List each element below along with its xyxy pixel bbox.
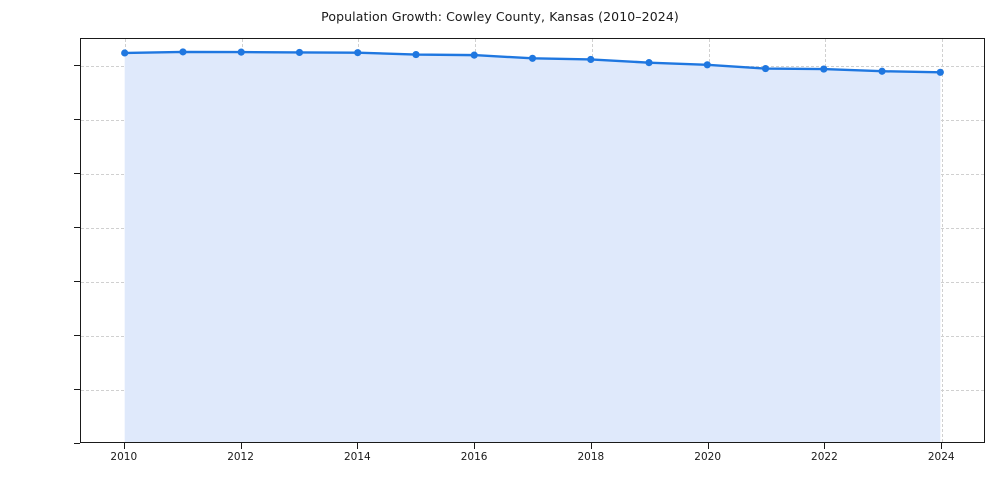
data-point-marker — [587, 55, 595, 64]
x-tick-label: 2020 — [694, 451, 722, 463]
x-tick-mark — [357, 443, 359, 449]
y-tick-mark — [74, 173, 80, 174]
data-point-marker — [936, 68, 944, 76]
x-tick-label: 2022 — [811, 451, 838, 463]
data-point-marker — [703, 61, 711, 69]
x-tick-mark — [590, 443, 592, 449]
x-tick-mark — [240, 443, 242, 449]
data-point-markers — [121, 48, 944, 76]
data-point-marker — [412, 51, 420, 59]
plot-area — [80, 38, 985, 443]
data-point-marker — [295, 48, 304, 57]
data-point-marker — [470, 51, 478, 59]
data-point-marker — [761, 64, 770, 73]
y-tick-mark — [74, 335, 80, 336]
x-tick-label: 2016 — [460, 451, 488, 463]
y-tick-mark — [74, 281, 80, 282]
data-point-marker — [237, 48, 245, 56]
x-tick-label: 2012 — [227, 451, 254, 463]
x-tick-label: 2024 — [927, 451, 955, 463]
y-tick-mark — [74, 389, 80, 390]
y-tick-mark — [74, 443, 80, 444]
x-tick-mark — [941, 443, 943, 449]
data-point-marker — [645, 59, 653, 67]
x-tick-mark — [824, 443, 826, 449]
area-fill — [124, 51, 941, 442]
data-point-marker — [878, 67, 886, 75]
x-tick-mark — [707, 443, 709, 449]
y-tick-mark — [74, 65, 80, 66]
chart-title: Population Growth: Cowley County, Kansas… — [321, 9, 679, 24]
y-tick-mark — [74, 119, 80, 120]
y-tick-mark — [74, 227, 80, 228]
data-point-marker — [179, 48, 187, 56]
x-tick-mark — [123, 443, 125, 449]
x-tick-mark — [474, 443, 476, 449]
data-point-marker — [820, 65, 828, 73]
x-tick-label: 2018 — [577, 451, 605, 463]
data-point-marker — [354, 49, 362, 57]
series-layer — [121, 48, 944, 442]
data-point-marker — [528, 54, 537, 62]
x-tick-label: 2010 — [110, 451, 138, 463]
x-tick-label: 2014 — [343, 451, 371, 463]
data-point-marker — [121, 49, 129, 57]
